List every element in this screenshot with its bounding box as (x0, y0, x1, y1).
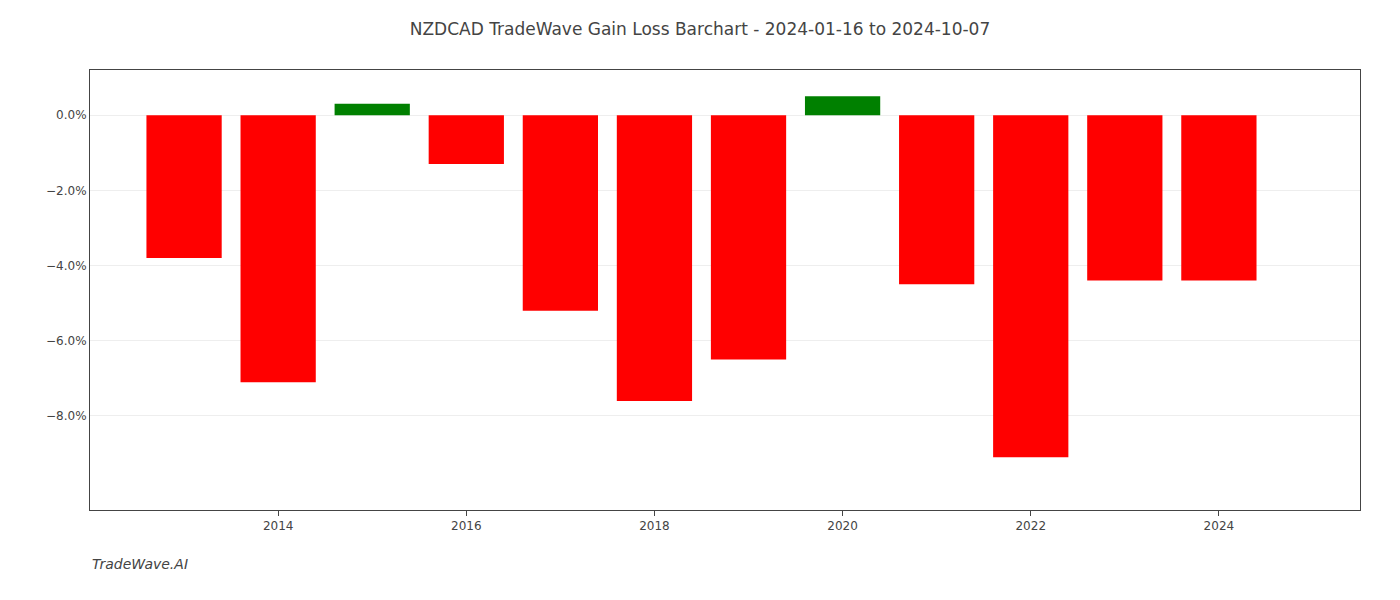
svg-text:2018: 2018 (639, 519, 670, 533)
svg-text:2024: 2024 (1204, 519, 1235, 533)
svg-text:2016: 2016 (451, 519, 482, 533)
svg-text:−2.0%: −2.0% (46, 184, 87, 198)
svg-text:−4.0%: −4.0% (46, 259, 87, 273)
svg-text:0.0%: 0.0% (56, 108, 87, 122)
svg-text:TradeWave.AI: TradeWave.AI (92, 556, 188, 572)
svg-text:2022: 2022 (1015, 519, 1046, 533)
svg-text:−8.0%: −8.0% (46, 409, 87, 423)
svg-text:2014: 2014 (263, 519, 294, 533)
svg-text:2020: 2020 (827, 519, 858, 533)
svg-text:NZDCAD TradeWave Gain Loss Bar: NZDCAD TradeWave Gain Loss Barchart - 20… (410, 19, 991, 39)
svg-text:−6.0%: −6.0% (46, 334, 87, 348)
